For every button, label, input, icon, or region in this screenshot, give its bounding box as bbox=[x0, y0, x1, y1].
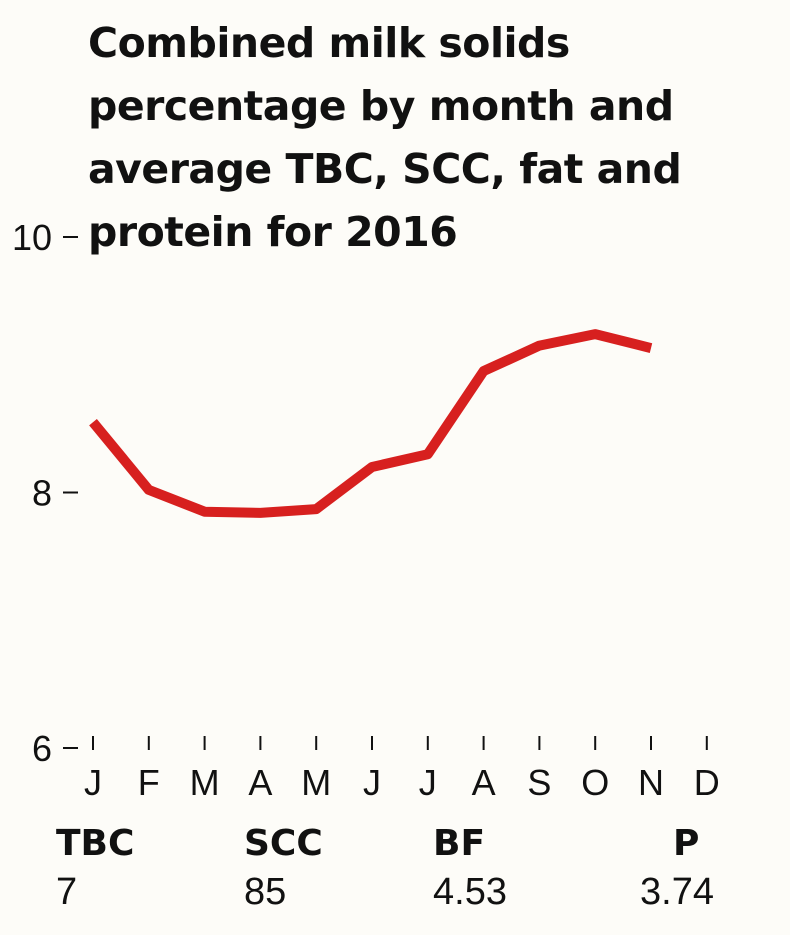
stat-label-scc: SCC bbox=[244, 823, 323, 864]
stat-value-tbc: 7 bbox=[56, 871, 78, 913]
x-tick-label: J bbox=[363, 762, 381, 803]
stat-bf: BF 4.53 bbox=[433, 820, 507, 916]
x-tick-label: M bbox=[301, 762, 331, 803]
x-tick-label: F bbox=[138, 762, 160, 803]
stat-value-scc: 85 bbox=[244, 871, 287, 913]
x-tick-label: J bbox=[419, 762, 437, 803]
stat-label-p: P bbox=[673, 823, 700, 864]
x-tick-label: A bbox=[248, 762, 272, 803]
x-tick-label: A bbox=[472, 762, 496, 803]
stat-tbc: TBC 7 bbox=[56, 820, 134, 916]
stat-scc: SCC 85 bbox=[244, 820, 323, 916]
stats-row: TBC 7 SCC 85 BF 4.53 P 3.74 bbox=[0, 820, 790, 930]
y-tick-label: 10 bbox=[12, 217, 52, 258]
series-line bbox=[89, 329, 653, 518]
stat-label-tbc: TBC bbox=[56, 823, 135, 864]
x-tick-label: S bbox=[527, 762, 551, 803]
stat-value-p: 3.74 bbox=[640, 871, 714, 913]
y-tick-label: 8 bbox=[32, 473, 52, 514]
x-tick-label: M bbox=[190, 762, 220, 803]
y-tick-label: 6 bbox=[32, 728, 52, 769]
stat-value-bf: 4.53 bbox=[433, 871, 507, 913]
chart-title: Combined milk solids percentage by month… bbox=[88, 19, 682, 256]
x-tick-label: O bbox=[581, 762, 609, 803]
stat-label-bf: BF bbox=[433, 823, 486, 864]
x-tick-label: D bbox=[694, 762, 720, 803]
x-tick-label: N bbox=[638, 762, 664, 803]
series-group bbox=[89, 329, 653, 518]
y-axis: 10 8 6 bbox=[12, 217, 78, 769]
x-tick-label: J bbox=[84, 762, 102, 803]
stat-p: P 3.74 bbox=[640, 820, 714, 916]
